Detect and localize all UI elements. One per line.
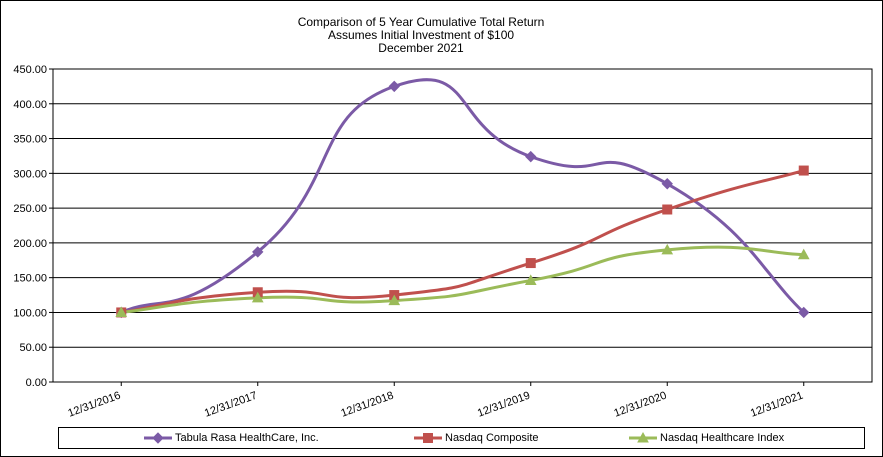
x-tick-label: 12/31/2018	[339, 390, 395, 420]
data-point-nasdaq-healthcare-index	[797, 248, 810, 260]
y-tick-label: 400.00	[13, 99, 47, 111]
legend-swatch	[414, 433, 442, 443]
legend-label: Nasdaq Healthcare Index	[660, 432, 785, 444]
series-line-tabula-rasa-healthcare-inc	[120, 78, 805, 314]
legend-swatch-marker	[423, 433, 433, 443]
legend-item: Tabula Rasa HealthCare, Inc.	[144, 431, 319, 445]
legend-swatch	[144, 432, 172, 444]
y-tick-label: 50.00	[19, 342, 47, 354]
x-tick-label: 12/31/2016	[66, 390, 122, 420]
data-point-nasdaq-healthcare-index	[661, 243, 674, 255]
y-tick-label: 350.00	[13, 134, 47, 146]
data-point-tabula-rasa-healthcare-inc	[252, 246, 264, 258]
data-point-nasdaq-healthcare-index	[524, 274, 537, 285]
y-tick-label: 300.00	[13, 168, 47, 180]
y-tick-label: 0.00	[26, 377, 47, 389]
legend-swatch-marker	[637, 431, 649, 443]
legend-item: Nasdaq Healthcare Index	[629, 431, 784, 445]
data-point-nasdaq-composite	[525, 258, 536, 269]
data-point-nasdaq-composite	[798, 165, 809, 176]
y-tick-label: 150.00	[13, 273, 47, 285]
data-point-tabula-rasa-healthcare-inc	[661, 178, 673, 190]
chart-legend: Tabula Rasa HealthCare, Inc. Nasdaq Compo…	[58, 427, 865, 449]
legend-label: Nasdaq Composite	[445, 432, 539, 444]
plot-area	[53, 69, 872, 382]
data-point-nasdaq-healthcare-index	[115, 306, 128, 317]
x-tick-label: 12/31/2020	[612, 390, 668, 420]
x-tick-label: 12/31/2021	[749, 390, 805, 420]
data-point-nasdaq-healthcare-index	[388, 294, 401, 306]
plot-border	[52, 68, 873, 383]
y-tick-label: 450.00	[13, 64, 47, 76]
legend-swatch	[629, 431, 657, 443]
data-point-tabula-rasa-healthcare-inc	[525, 150, 537, 163]
data-point-nasdaq-healthcare-index	[251, 291, 264, 303]
legend-swatch-marker	[152, 432, 164, 444]
data-point-nasdaq-composite	[662, 204, 673, 215]
line-chart: 0.00 50.00 100.00 150.00 200.00 250.00 300.00 3…	[13, 64, 873, 420]
x-tick-label: 12/31/2017	[203, 390, 259, 420]
legend-label: Tabula Rasa HealthCare, Inc.	[175, 432, 319, 444]
legend-item: Nasdaq Composite	[414, 431, 539, 445]
chart-subtitle-line-2: December 2021	[378, 41, 464, 55]
y-tick-label: 250.00	[13, 203, 47, 215]
y-tick-label: 100.00	[13, 307, 47, 319]
data-point-tabula-rasa-healthcare-inc	[798, 306, 810, 319]
data-point-tabula-rasa-healthcare-inc	[388, 80, 400, 93]
series-line-nasdaq-healthcare-index	[121, 245, 804, 314]
chart-subtitle-line-1: Assumes Initial Investment of $100	[327, 28, 515, 42]
y-tick-label: 200.00	[13, 238, 47, 250]
x-tick-label: 12/31/2019	[476, 390, 532, 420]
chart-title: Comparison of 5 Year Cumulative Total Re…	[297, 15, 545, 29]
